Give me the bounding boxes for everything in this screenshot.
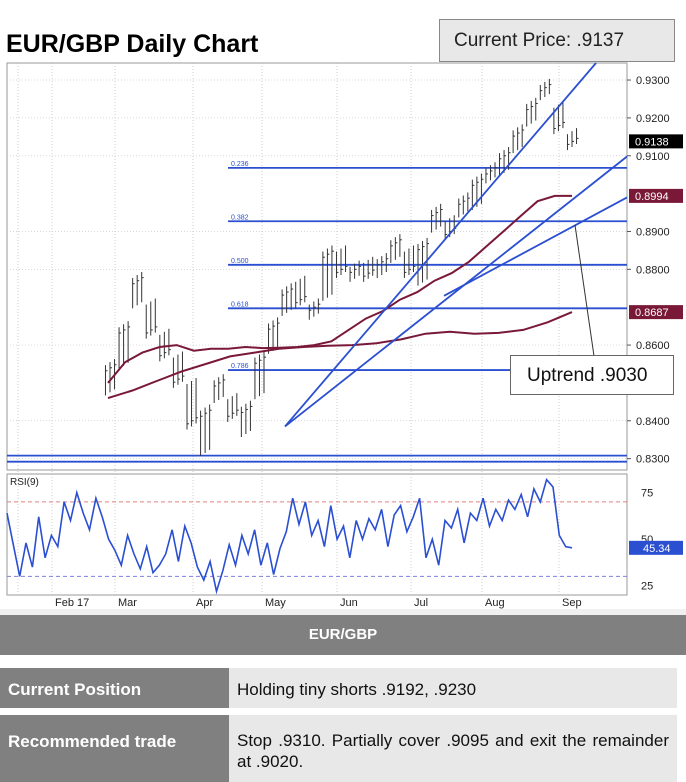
- x-tick-label: Jun: [340, 597, 358, 609]
- price-chart: Feb 17 Mar Apr May Jun Jul Aug Sep 0.9300 0.9200 0…: [0, 62, 686, 615]
- uptrend-line: [443, 196, 628, 297]
- y-tick-label: 0.8400: [636, 416, 670, 428]
- y-tick-label: 0.9100: [636, 151, 670, 163]
- rsi-tick-label: 75: [641, 488, 653, 500]
- uptrend-line: [284, 62, 597, 428]
- x-tick-label: Mar: [118, 597, 137, 609]
- current-position-value: Holding tiny shorts .9192, .9230: [229, 668, 677, 708]
- rsi-tick-label: 25: [641, 581, 653, 593]
- chart-footer-strip: [0, 609, 686, 615]
- fib-level-label: 0.236: [231, 161, 249, 168]
- fib-level-label: 0.500: [231, 258, 249, 265]
- y-tick-label: 0.9300: [636, 75, 670, 87]
- rsi-badge-label: 45.34: [643, 543, 671, 555]
- rsi-badge: [629, 540, 683, 555]
- ma55-line: [107, 194, 572, 384]
- table-header: EUR/GBP: [0, 615, 686, 655]
- y-tick-label: 0.8800: [636, 264, 670, 276]
- y-tick-label: 0.8600: [636, 340, 670, 352]
- rsi-panel-frame: [6, 473, 628, 596]
- uptrend-callout: Uptrend .9030: [510, 355, 674, 395]
- fib-level-label: 0.618: [231, 301, 249, 308]
- price-badge-label: 0.9138: [635, 136, 669, 148]
- fib-level-label: 0.382: [231, 214, 249, 221]
- uptrend-line: [284, 155, 628, 428]
- rsi-line: [6, 477, 573, 595]
- rsi-label: RSI(9): [10, 477, 39, 488]
- y-tick-label: 0.9200: [636, 113, 670, 125]
- ma200-line: [107, 311, 573, 400]
- recommended-trade-label: Recommended trade: [0, 715, 229, 782]
- recommended-trade-value: Stop .9310. Partially cover .9095 and ex…: [229, 715, 677, 782]
- price-badge: [629, 134, 683, 149]
- x-tick-label: Sep: [562, 597, 582, 609]
- current-position-label: Current Position: [0, 668, 229, 708]
- x-tick-label: Apr: [196, 597, 213, 609]
- x-tick-label: Jul: [414, 597, 428, 609]
- current-price-box: Current Price: .9137: [439, 19, 675, 62]
- fib-level-label: 0.786: [231, 363, 249, 370]
- trade-table: EUR/GBP Current Position Holding tiny sh…: [0, 615, 686, 782]
- price-badge: [629, 305, 683, 320]
- price-badge-label: 0.8994: [635, 191, 669, 203]
- price-badge-label: 0.8687: [635, 307, 669, 319]
- chart-title: EUR/GBP Daily Chart: [6, 30, 259, 58]
- price-badge: [629, 188, 683, 203]
- x-tick-label: May: [265, 597, 286, 609]
- y-tick-label: 0.8900: [636, 226, 670, 238]
- price-panel-frame: [6, 62, 628, 471]
- y-tick-label: 0.8300: [636, 454, 670, 466]
- x-tick-label: Feb 17: [55, 597, 89, 609]
- callout-pointer: [574, 224, 595, 357]
- x-tick-label: Aug: [485, 597, 505, 609]
